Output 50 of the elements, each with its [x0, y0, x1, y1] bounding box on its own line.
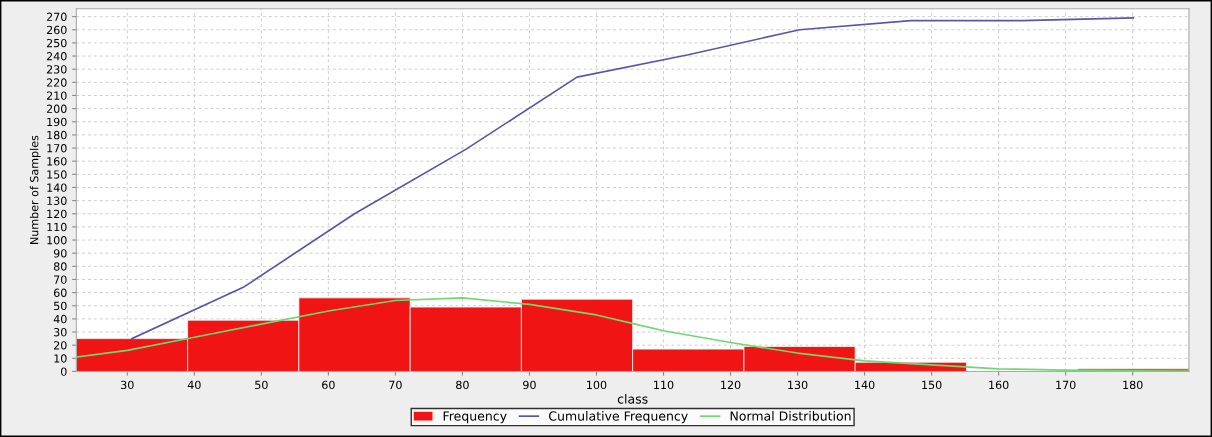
y-tick-label: 50 — [54, 301, 67, 311]
x-tick-label: 50 — [255, 380, 268, 390]
y-tick-label: 0 — [60, 367, 67, 376]
x-tick-label: 160 — [989, 380, 1009, 390]
x-tick-label: 60 — [322, 380, 335, 390]
y-tick-label: 170 — [47, 144, 67, 153]
legend-label: Cumulative Frequency — [549, 411, 688, 424]
x-tick-label: 70 — [389, 380, 402, 390]
y-tick-label: 250 — [46, 38, 67, 48]
x-axis-title: class — [617, 394, 648, 404]
y-tick-label: 190 — [47, 117, 67, 127]
x-tick-label: 120 — [721, 380, 741, 390]
y-tick-label: 10 — [54, 354, 67, 363]
x-tick-label: 110 — [654, 380, 674, 390]
x-tick-label: 140 — [855, 380, 875, 390]
y-tick-label: 150 — [47, 170, 67, 179]
y-tick-label: 80 — [53, 262, 67, 271]
legend-label: Normal Distribution — [730, 411, 851, 421]
x-tick-label: 30 — [121, 380, 134, 390]
line-series — [131, 17, 1135, 340]
y-tick-label: 40 — [53, 314, 67, 324]
y-tick-label: 140 — [47, 183, 67, 192]
x-tick-label: 170 — [1056, 380, 1076, 390]
y-tick-label: 240 — [46, 52, 67, 61]
y-tick-label: 120 — [47, 209, 67, 219]
y-tick-label: 210 — [46, 91, 67, 100]
y-tick-label: 220 — [46, 78, 67, 87]
x-tick-label: 80 — [456, 380, 469, 390]
legend-label: Frequency — [443, 411, 507, 424]
y-tick-label: 90 — [53, 249, 67, 258]
y-tick-label: 60 — [53, 288, 67, 297]
x-tick-label: 40 — [187, 380, 201, 390]
y-axis-title: Number of Samples — [29, 135, 41, 244]
y-tick-label: 30 — [54, 328, 67, 337]
x-tick-label: 100 — [587, 380, 607, 390]
y-tick-label: 130 — [47, 196, 67, 205]
y-tick-label: 200 — [46, 104, 67, 113]
y-tick-label: 20 — [54, 341, 67, 350]
y-tick-label: 270 — [46, 12, 67, 21]
y-tick-label: 180 — [47, 130, 67, 140]
y-tick-label: 230 — [46, 65, 67, 74]
y-tick-label: 160 — [47, 157, 67, 166]
x-tick-label: 90 — [523, 380, 536, 390]
y-tick-label: 110 — [47, 222, 67, 232]
x-tick-label: 150 — [922, 380, 942, 390]
y-tick-label: 100 — [47, 236, 67, 245]
y-tick-label: 70 — [54, 275, 67, 284]
y-tick-label: 260 — [46, 25, 67, 35]
x-tick-label: 180 — [1123, 380, 1143, 390]
x-tick-label: 130 — [788, 380, 808, 390]
